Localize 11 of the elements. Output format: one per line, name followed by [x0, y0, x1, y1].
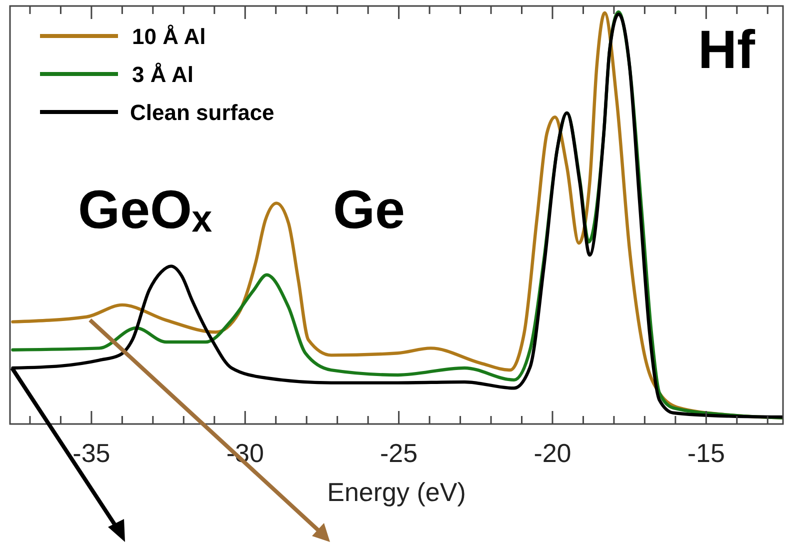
x-tick-label: -25: [380, 438, 418, 468]
legend-label: Clean surface: [130, 100, 274, 125]
annotation: Hf: [698, 20, 756, 80]
legend-label: 10 Å Al: [132, 24, 206, 49]
legend-label: 3 Å Al: [132, 62, 194, 87]
x-tick-label: -15: [687, 438, 725, 468]
x-tick-label: -35: [72, 438, 110, 468]
x-tick-label: -20: [534, 438, 572, 468]
annotation: Ge: [333, 180, 406, 240]
x-axis-title: Energy (eV): [327, 477, 466, 507]
annotation: GeOₓ: [78, 180, 212, 240]
